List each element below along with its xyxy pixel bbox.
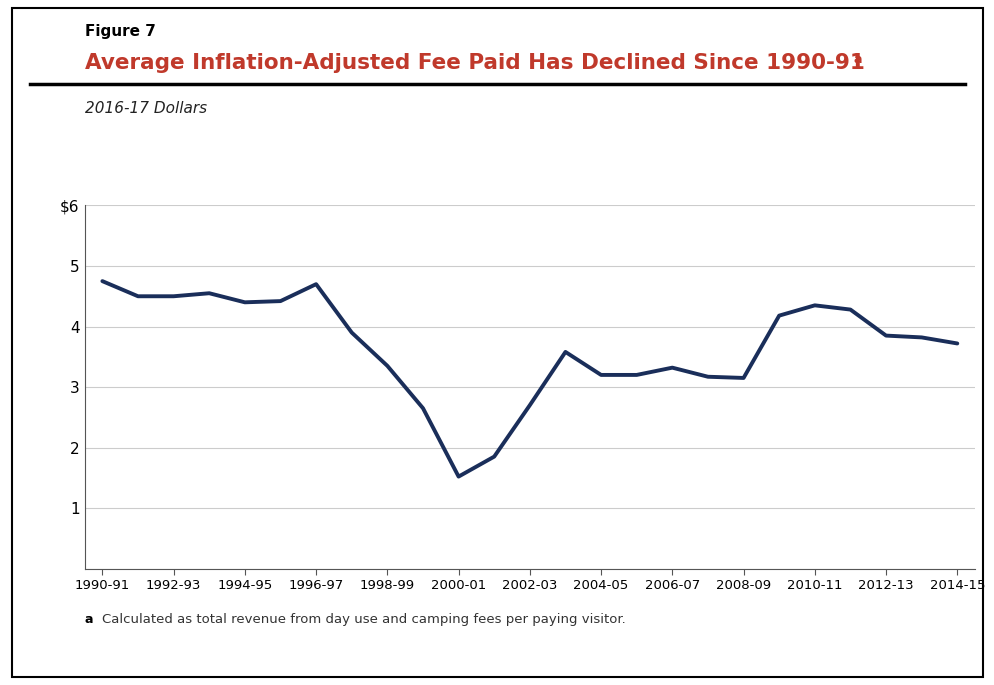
Text: Calculated as total revenue from day use and camping fees per paying visitor.: Calculated as total revenue from day use… <box>102 613 625 626</box>
Text: 2016-17 Dollars: 2016-17 Dollars <box>84 101 207 116</box>
Text: a: a <box>84 613 93 626</box>
Text: Average Inflation-Adjusted Fee Paid Has Declined Since 1990-91: Average Inflation-Adjusted Fee Paid Has … <box>84 53 864 73</box>
Text: a: a <box>853 53 862 66</box>
Text: Figure 7: Figure 7 <box>84 24 155 39</box>
